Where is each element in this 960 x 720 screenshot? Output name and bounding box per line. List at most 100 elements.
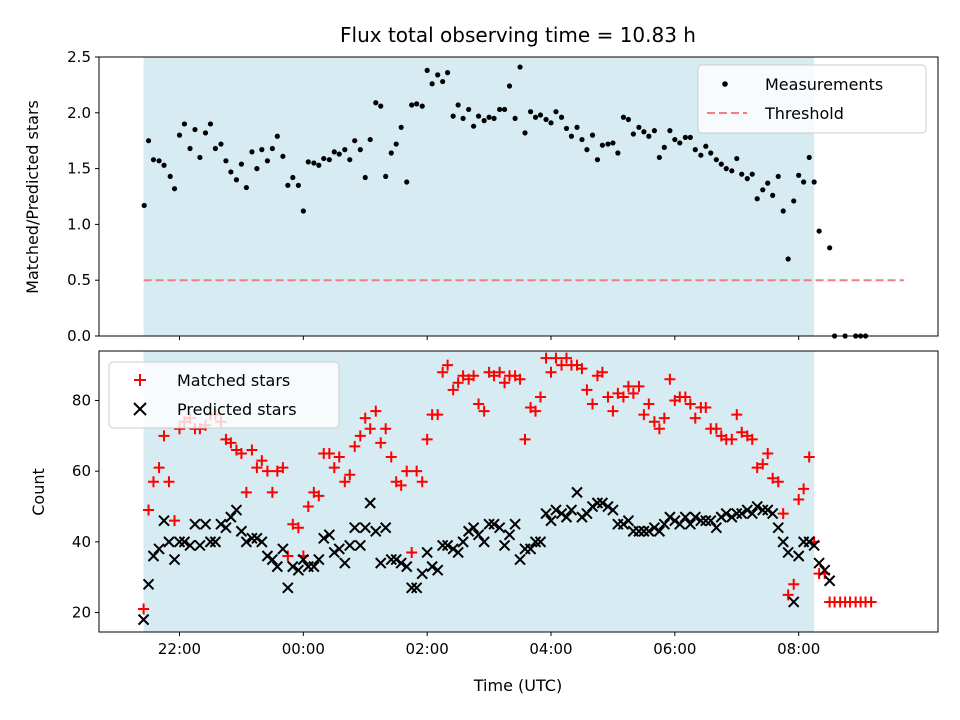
- predicted-star-point: [741, 504, 753, 516]
- matched-star-point: [560, 352, 572, 364]
- measurement-point: [445, 70, 451, 76]
- measurement-point: [558, 114, 565, 120]
- measurement-point: [584, 147, 590, 153]
- predicted-star-point: [823, 575, 836, 587]
- matched-star-point: [364, 423, 376, 435]
- measurement-point: [362, 174, 368, 181]
- matched-star-point: [457, 370, 469, 382]
- measurement-point: [754, 196, 760, 202]
- legend-measurements-marker: [722, 81, 728, 87]
- chart-title: Flux total observing time = 10.83 h: [340, 23, 696, 47]
- x-tick-label: 00:00: [282, 640, 325, 658]
- measurement-point: [280, 153, 286, 159]
- matched-star-point: [158, 430, 170, 442]
- x-tick-label: 22:00: [158, 640, 201, 658]
- predicted-star-point: [431, 564, 444, 576]
- measurement-point: [801, 179, 807, 185]
- measurement-point: [780, 208, 786, 214]
- measurement-point: [367, 136, 373, 143]
- predicted-star-point: [664, 511, 676, 523]
- matched-star-point: [147, 476, 159, 488]
- top-panel: 0.0 0.5 1.0 1.5 2.0 2.5 Matched/Predicted sta…: [23, 48, 939, 345]
- predicted-star-point: [333, 543, 345, 555]
- measurement-point: [548, 120, 554, 126]
- matched-star-point: [731, 409, 743, 421]
- predicted-star-point: [410, 582, 423, 594]
- bottom-legend: Matched stars Predicted stars: [108, 361, 340, 429]
- measurement-point: [532, 114, 539, 120]
- predicted-star-point: [323, 529, 336, 541]
- measurement-point: [440, 78, 446, 85]
- predicted-star-point: [726, 511, 738, 523]
- measurement-point: [187, 145, 193, 152]
- predicted-star-point: [184, 539, 196, 552]
- measurement-point: [393, 141, 399, 147]
- measurement-point: [760, 187, 766, 193]
- predicted-star-point: [467, 522, 480, 534]
- matched-star-point: [153, 462, 165, 474]
- measurement-point: [460, 115, 466, 121]
- measurement-point: [373, 100, 379, 106]
- predicted-star-point: [766, 507, 779, 520]
- matched-star-point: [581, 384, 593, 396]
- predicted-star-point: [364, 497, 376, 509]
- measurement-point: [192, 126, 198, 133]
- matched-star-point: [313, 490, 325, 502]
- measurement-point: [734, 155, 740, 162]
- measurement-point: [145, 138, 152, 144]
- predicted-star-point: [153, 543, 165, 555]
- measurement-point: [718, 161, 724, 167]
- matched-star-point: [540, 352, 552, 364]
- measurement-point: [419, 103, 425, 109]
- matched-star-point: [767, 472, 779, 484]
- predicted-star-point: [452, 546, 464, 559]
- measurement-point: [285, 182, 291, 188]
- matched-star-point: [333, 451, 345, 463]
- predicted-star-point: [581, 507, 593, 520]
- matched-star-point: [556, 359, 568, 371]
- measurement-point: [218, 141, 224, 147]
- matched-star-point: [385, 451, 397, 463]
- measurement-point: [435, 72, 441, 78]
- predicted-star-point: [555, 507, 568, 520]
- measurement-point: [491, 115, 497, 121]
- measurement-point: [141, 202, 147, 209]
- measurement-point: [615, 150, 621, 156]
- predicted-star-point: [142, 578, 155, 590]
- predicted-star-point: [633, 525, 645, 537]
- predicted-star-point: [813, 557, 825, 569]
- predicted-star-point: [472, 529, 485, 541]
- predicted-star-point: [478, 536, 490, 548]
- measurement-point: [574, 124, 580, 130]
- matched-star-point: [658, 412, 670, 424]
- matched-star-point: [240, 486, 252, 498]
- matched-star-point: [380, 423, 392, 435]
- measurement-point: [471, 123, 477, 129]
- measurement-point: [357, 147, 363, 153]
- predicted-star-point: [225, 511, 237, 523]
- measurement-point: [656, 154, 662, 161]
- measurement-point: [517, 64, 523, 70]
- matched-star-point: [344, 469, 356, 481]
- measurement-point: [811, 179, 817, 185]
- measurement-point: [326, 157, 332, 163]
- predicted-star-point: [271, 560, 284, 573]
- matched-star-point: [271, 465, 283, 477]
- matched-star-point: [803, 451, 815, 463]
- predicted-star-point: [220, 522, 232, 534]
- top-y-tick-label: 2.5: [67, 48, 91, 66]
- measurement-point: [687, 134, 693, 140]
- top-y-ticks: 0.0 0.5 1.0 1.5 2.0 2.5: [67, 48, 99, 345]
- matched-star-point: [478, 405, 490, 417]
- measurement-point: [269, 145, 275, 152]
- matched-star-point: [225, 437, 237, 449]
- predicted-star-point: [720, 507, 732, 520]
- measurement-point: [316, 162, 322, 168]
- matched-star-point: [514, 373, 526, 385]
- matched-star-point: [633, 380, 645, 392]
- measurement-point: [290, 174, 296, 181]
- measurement-point: [249, 149, 255, 155]
- x-tick-label: 02:00: [406, 640, 449, 658]
- predicted-star-point: [705, 514, 717, 527]
- predicted-star-point: [617, 518, 630, 530]
